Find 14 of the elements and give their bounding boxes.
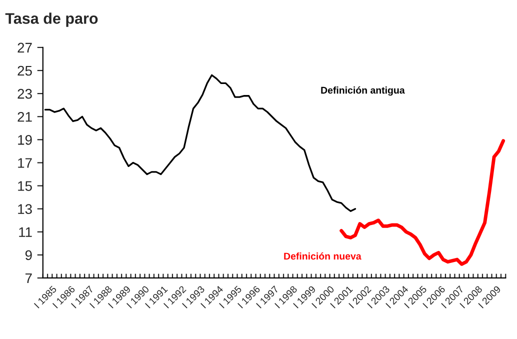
y-tick-label: 25	[18, 66, 32, 76]
y-tick-label: 9	[25, 250, 32, 260]
y-tick-label: 15	[18, 181, 32, 191]
y-tick-label: 13	[18, 204, 32, 214]
series-label: Definición nueva	[284, 252, 362, 260]
y-tick-label: 11	[19, 227, 32, 237]
text: Definición antigua	[321, 86, 405, 96]
y-tick-label: 19	[18, 135, 32, 145]
y-tick-label: 17	[18, 158, 32, 168]
y-tick-label: 21	[18, 112, 32, 122]
y-tick-label: 7	[25, 273, 32, 284]
chart-title: Tasa de paro	[5, 12, 98, 27]
y-tick-label: 27	[18, 42, 32, 52]
y-tick-label: 23	[18, 88, 32, 99]
